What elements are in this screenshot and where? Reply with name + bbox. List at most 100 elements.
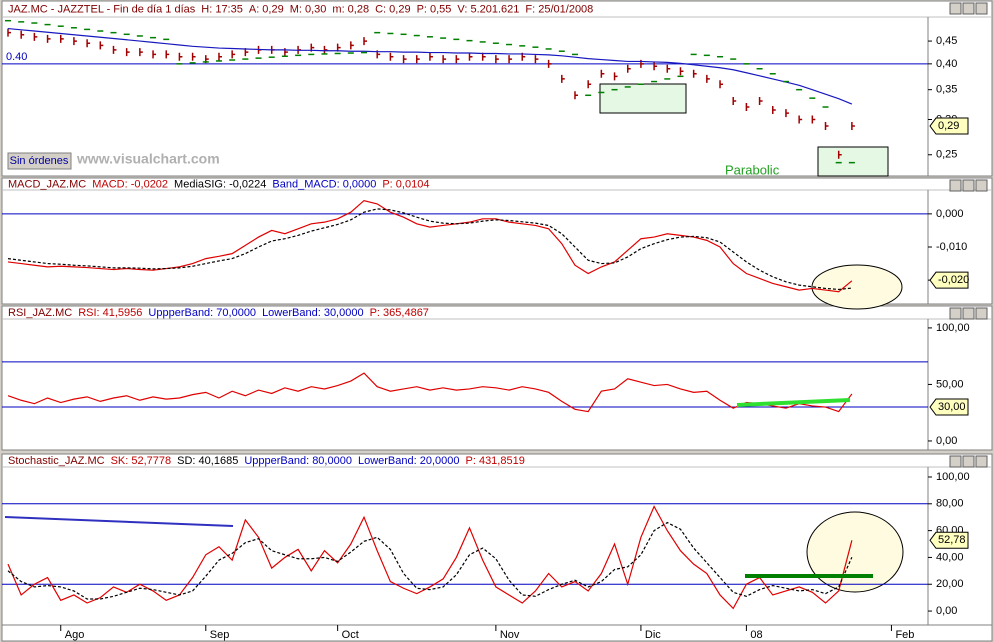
price-bar [719, 80, 724, 89]
header-part: V: 5.201.621 [457, 3, 519, 15]
price-bar [125, 48, 130, 57]
price-bar [574, 91, 578, 100]
price-bar [231, 50, 236, 59]
panel-header: RSI_JAZ.MC RSI: 41,5956 UppperBand: 70,000… [8, 307, 429, 319]
x-tick-label: Dic [645, 629, 661, 641]
header-part: UppperBand: 80,0000 [244, 455, 352, 467]
y-tick-label: 20,00 [936, 578, 964, 590]
drawn-ellipse [811, 264, 903, 310]
window-button [975, 307, 988, 320]
price-bar [613, 72, 618, 81]
price-bar [547, 59, 552, 68]
x-tick-label: Sep [210, 629, 230, 641]
price-bar [798, 115, 803, 124]
price-bar [442, 55, 447, 64]
window-button [975, 455, 988, 468]
price-bar [772, 106, 776, 115]
drawn-box [817, 146, 889, 177]
price-bar [73, 37, 77, 46]
header-part: MACD_JAZ.MC [8, 178, 86, 190]
last-value-box [929, 531, 969, 549]
y-tick-label: -0,010 [936, 241, 967, 253]
price-bar [165, 50, 170, 59]
panel [1, 305, 993, 451]
price-bar [20, 30, 25, 39]
header-part: A: 0,29 [249, 3, 284, 15]
price-bar [112, 45, 117, 54]
price-bar [534, 55, 539, 64]
y-tick-label: 100,00 [936, 322, 970, 334]
last-value-label: 0,29 [938, 120, 959, 132]
header-part: P: 431,8519 [466, 455, 525, 467]
price-bar [666, 64, 671, 73]
window-button [949, 179, 962, 192]
price-bar [468, 52, 473, 61]
last-value-label: 30,00 [938, 401, 966, 413]
price-bar [679, 67, 684, 76]
price-bar [416, 55, 420, 64]
y-tick-label: 80,00 [936, 498, 964, 510]
price-bar [429, 52, 433, 61]
window-button [962, 2, 975, 15]
series-line [7, 208, 852, 291]
header-part: SK: 52,7778 [111, 455, 172, 467]
header-part: LowerBand: 20,0000 [358, 455, 460, 467]
header-part: H: 17:35 [201, 3, 243, 15]
price-bar [561, 74, 565, 83]
header-part: m: 0,28 [332, 3, 369, 15]
price-bar [837, 150, 842, 159]
price-bar [785, 109, 789, 118]
price-bar [824, 122, 829, 131]
price-bar [587, 80, 592, 89]
price-bar [653, 62, 658, 71]
header-part: JAZ.MC - JAZZTEL - Fin de día 1 días [8, 3, 196, 15]
panel-header: JAZ.MC - JAZZTEL - Fin de día 1 días H: 1… [8, 3, 593, 15]
price-bar [363, 37, 368, 46]
window-button [949, 455, 962, 468]
panel-header: Stochastic_JAZ.MC SK: 52,7778 SD: 40,1685 U… [8, 455, 525, 467]
y-tick-label: 100,00 [936, 471, 970, 483]
series-line [7, 372, 853, 413]
window-button [975, 179, 988, 192]
series-line [7, 199, 853, 293]
last-value-box [929, 117, 969, 135]
price-bar [178, 52, 183, 61]
window-button [949, 2, 962, 15]
y-tick-label: 0,40 [936, 58, 957, 70]
price-bar [851, 122, 855, 131]
header-part: Band_MACD: 0,0000 [272, 178, 376, 190]
reference-label: 0.40 [6, 51, 27, 63]
price-bar [191, 52, 196, 61]
header-part: P: 365,4867 [370, 307, 429, 319]
series-line [7, 27, 853, 105]
price-bar [495, 55, 499, 64]
price-bar [86, 39, 91, 48]
y-tick-label: 40,00 [936, 551, 964, 563]
header-part: P: 0,0104 [382, 178, 429, 190]
price-bar [758, 97, 763, 106]
price-bar [389, 52, 394, 61]
header-part: F: 25/01/2008 [525, 3, 593, 15]
window-button [962, 179, 975, 192]
header-part: MACD: -0,0202 [92, 178, 168, 190]
x-tick-label: Feb [895, 629, 914, 641]
price-bar [323, 45, 328, 54]
x-axis [1, 624, 993, 642]
price-bar [33, 32, 38, 41]
y-tick-label: 0,000 [936, 208, 964, 220]
window-button [975, 2, 988, 15]
header-part: RSI: 41,5956 [78, 307, 142, 319]
last-value-label: -0,020 [938, 274, 969, 286]
price-bar [350, 41, 354, 50]
price-bar [218, 52, 222, 61]
price-bar [732, 97, 737, 106]
button[interactable] [7, 152, 72, 170]
button-label[interactable]: Sin órdenes [10, 155, 69, 167]
window-button [949, 307, 962, 320]
window-button [962, 307, 975, 320]
header-part: M: 0,30 [290, 3, 327, 15]
series-line [7, 521, 853, 600]
x-tick-label: Oct [342, 629, 359, 641]
